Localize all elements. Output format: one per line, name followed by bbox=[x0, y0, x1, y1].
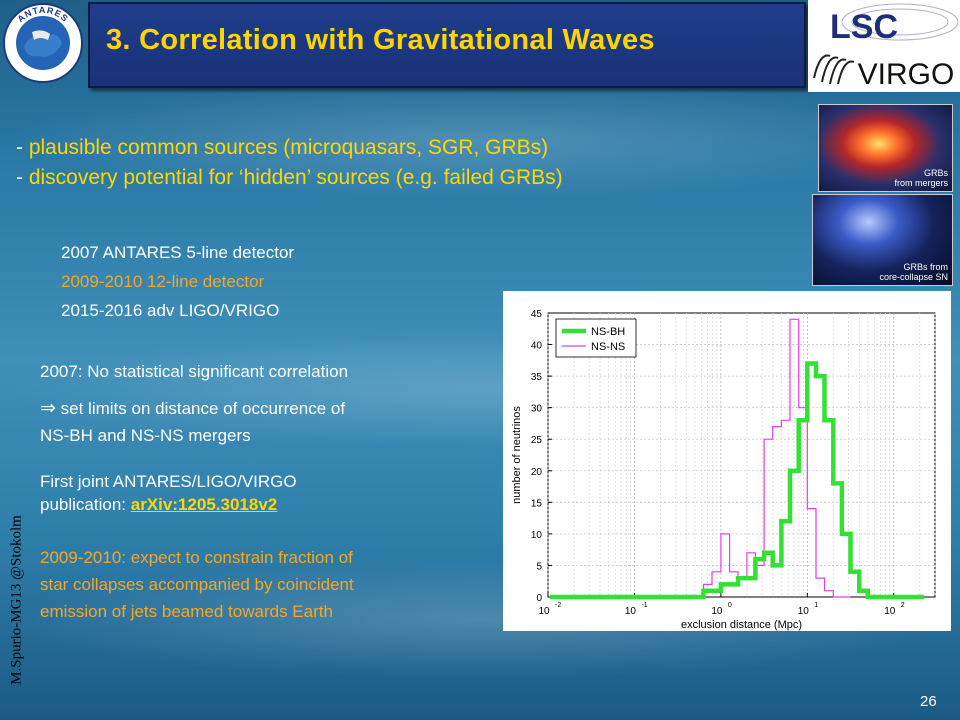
virgo-logo: VIRGO bbox=[813, 54, 955, 91]
x-tick-label: 10 bbox=[538, 606, 550, 617]
x-tick-exponent: 2 bbox=[901, 602, 905, 609]
grb-collapse-image: GRBs from core-collapse SN bbox=[812, 194, 953, 286]
implies-arrow-icon: ⇒ bbox=[40, 398, 56, 419]
x-tick-label: 10 bbox=[711, 606, 723, 617]
image-caption: GRBs bbox=[923, 168, 948, 178]
bullet-list: - plausible common sources (microquasars… bbox=[16, 133, 563, 193]
chart-svg: 0 5 10 15 20 25 30 35 40 45 10 -2 10 -1 10 0 10 1 10 2 exclu… bbox=[511, 309, 936, 631]
y-tick-label: 25 bbox=[531, 435, 543, 446]
y-tick-label: 10 bbox=[531, 530, 543, 541]
slide-title: 3. Correlation with Gravitational Waves bbox=[106, 24, 655, 56]
x-axis-label: exclusion distance (Mpc) bbox=[681, 619, 802, 631]
svg-text:LSC: LSC bbox=[830, 8, 898, 46]
page-number: 26 bbox=[920, 693, 937, 710]
body-text: 2007: No statistical significant correla… bbox=[40, 360, 490, 625]
timeline-item: 2009-2010 12-line detector bbox=[61, 272, 265, 291]
outlook-paragraph: 2009-2010: expect to constrain fraction … bbox=[40, 544, 490, 625]
paragraph: First joint ANTARES/LIGO/VIRGO bbox=[40, 472, 297, 491]
x-tick-exponent: 1 bbox=[814, 602, 818, 609]
x-tick-label: 10 bbox=[798, 606, 810, 617]
detector-timeline: 2007 ANTARES 5-line detector 2009-2010 1… bbox=[61, 238, 294, 325]
author-label: M.Spurio-MG13 @Stokolm bbox=[8, 515, 25, 685]
paragraph: 2007: No statistical significant correla… bbox=[40, 362, 349, 381]
bullet-text: plausible common sources (microquasars, … bbox=[28, 136, 549, 159]
series-line-ns-bh bbox=[549, 361, 925, 600]
lsc-logo: LSC bbox=[830, 8, 898, 46]
svg-text:VIRGO: VIRGO bbox=[858, 58, 955, 91]
x-tick-label: 10 bbox=[884, 606, 896, 617]
paragraph-text: set limits on distance of occurrence of bbox=[55, 399, 346, 418]
bullet-item: - discovery potential for ‘hidden’ sourc… bbox=[16, 166, 563, 189]
legend-label: NS-NS bbox=[591, 341, 625, 353]
lsc-virgo-logos: LSC VIRGO bbox=[808, 0, 960, 92]
y-tick-label: 15 bbox=[531, 498, 543, 509]
paragraph-text: publication: bbox=[40, 495, 131, 514]
y-tick-label: 20 bbox=[531, 467, 543, 478]
paragraph: star collapses accompanied by coincident bbox=[40, 575, 354, 594]
y-tick-label: 0 bbox=[536, 593, 542, 604]
neutrino-distance-chart: 0 5 10 15 20 25 30 35 40 45 10 -2 10 -1 10 0 10 1 10 2 exclu… bbox=[503, 291, 951, 631]
image-caption: GRBs from bbox=[903, 262, 948, 272]
paragraph: emission of jets beamed towards Earth bbox=[40, 602, 333, 621]
legend-box bbox=[555, 318, 637, 358]
timeline-item: 2007 ANTARES 5-line detector bbox=[61, 243, 295, 262]
y-axis-label: number of neutrinos bbox=[511, 406, 523, 504]
plot-frame bbox=[547, 312, 936, 598]
background-wave bbox=[0, 80, 960, 200]
paragraph: ⇒ set limits on distance of occurrence o… bbox=[40, 394, 490, 424]
bullet-item: - plausible common sources (microquasars… bbox=[16, 136, 549, 159]
y-tick-label: 45 bbox=[531, 309, 543, 320]
x-tick-exponent: -1 bbox=[641, 602, 647, 609]
x-tick-exponent: -2 bbox=[555, 602, 561, 609]
arxiv-link[interactable]: arXiv:1205.3018v2 bbox=[130, 495, 278, 514]
series-line-ns-ns bbox=[549, 318, 851, 598]
x-tick-exponent: 0 bbox=[728, 602, 732, 609]
paragraph: 2009-2010: expect to constrain fraction … bbox=[40, 548, 353, 567]
y-tick-label: 5 bbox=[536, 561, 542, 572]
x-tick-label: 10 bbox=[625, 606, 637, 617]
y-tick-label: 40 bbox=[531, 341, 543, 352]
image-caption: core-collapse SN bbox=[879, 272, 948, 282]
paragraph: NS-BH and NS-NS mergers bbox=[40, 426, 251, 445]
title-box: 3. Correlation with Gravitational Waves bbox=[88, 2, 806, 88]
timeline-item: 2015-2016 adv LIGO/VRIGO bbox=[61, 301, 280, 320]
y-tick-label: 35 bbox=[531, 372, 543, 383]
antares-logo: ANTARES bbox=[3, 3, 83, 83]
y-tick-label: 30 bbox=[531, 404, 543, 415]
paragraph: publication: arXiv:1205.3018v2 bbox=[40, 493, 490, 516]
image-caption: from mergers bbox=[894, 178, 948, 188]
grb-mergers-image: GRBs from mergers bbox=[818, 104, 953, 192]
author-sidebar: M.Spurio-MG13 @Stokolm bbox=[6, 490, 28, 710]
legend-label: NS-BH bbox=[591, 326, 625, 338]
bullet-text: discovery potential for ‘hidden’ sources… bbox=[28, 166, 563, 189]
